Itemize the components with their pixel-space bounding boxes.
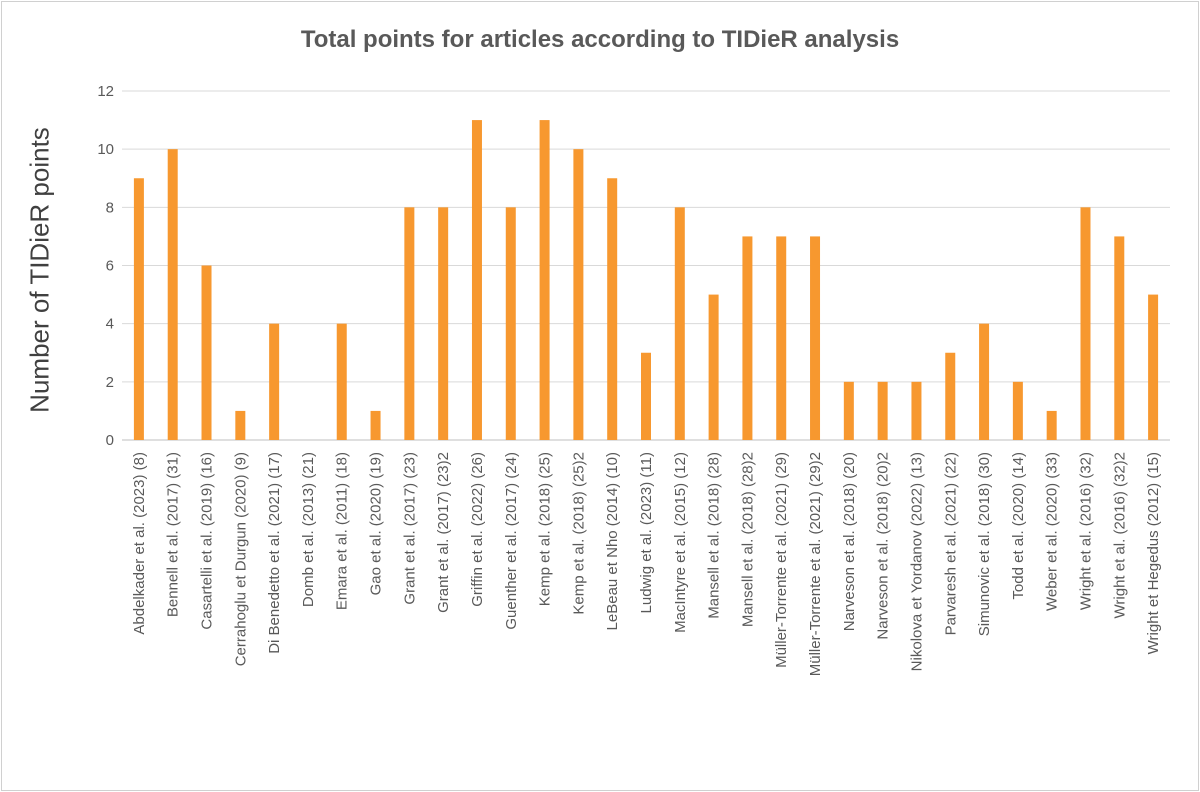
bar <box>1012 381 1023 440</box>
x-tick-label: Narveson et al. (2018) (20)2 <box>875 452 892 640</box>
bar <box>708 294 719 440</box>
bar <box>235 410 246 440</box>
bar <box>539 120 550 440</box>
x-tick-label: Emara et al. (2011) (18) <box>334 452 351 610</box>
bar <box>133 178 144 440</box>
x-tick-label: Guenther et al. (2017) (24) <box>503 452 520 630</box>
bar <box>201 265 212 440</box>
bar <box>336 323 347 440</box>
x-tick-label: Bennell et al. (2017) (31) <box>165 452 182 617</box>
y-tick-label: 8 <box>106 199 114 216</box>
bar <box>438 207 449 440</box>
bar <box>1080 207 1091 440</box>
bar <box>505 207 516 440</box>
bar <box>269 323 280 440</box>
y-tick-label: 2 <box>106 374 114 391</box>
bar <box>843 381 854 440</box>
x-tick-label: Müller-Torrente et al. (2021) (29) <box>773 452 790 668</box>
x-tick-label: Simunovic et al. (2018) (30) <box>976 452 993 636</box>
x-tick-label: Wright et al. (2016) (32) <box>1077 452 1094 610</box>
x-tick-label: Wright et Hegedus (2012) (15) <box>1145 452 1162 654</box>
x-tick-label: Wright et al. (2016) (32)2 <box>1111 452 1128 618</box>
bar <box>1148 294 1159 440</box>
bar <box>573 149 584 440</box>
x-tick-label: Mansell et al. (2018) (28) <box>706 452 723 619</box>
x-tick-label: MacIntyre et al. (2015) (12) <box>672 452 689 633</box>
bar <box>1046 410 1057 440</box>
x-tick-label: Cerrahoglu et Durgun (2020) (9) <box>232 452 249 666</box>
bar <box>945 352 956 440</box>
x-tick-label: Parvaresh et al. (2021) (22) <box>942 452 959 635</box>
y-tick-label: 6 <box>106 258 114 275</box>
x-tick-label: LeBeau et Nho (2014) (10) <box>604 452 621 630</box>
x-tick-label: Grant et al. (2017) (23) <box>401 452 418 605</box>
bar <box>877 381 888 440</box>
x-tick-label: Domb et al. (2013) (21) <box>300 452 317 607</box>
bar <box>404 207 415 440</box>
bar <box>742 236 753 440</box>
bar <box>674 207 685 440</box>
y-tick-label: 0 <box>106 432 114 449</box>
y-tick-label: 12 <box>97 83 114 100</box>
x-tick-label: Di Benedetto et al. (2021) (17) <box>266 452 283 654</box>
y-tick-label: 10 <box>97 141 114 158</box>
x-tick-label: Casartelli et al. (2019) (16) <box>199 452 216 630</box>
x-tick-label: Weber et al. (2020) (33) <box>1044 452 1061 611</box>
x-tick-label: Abdelkader et al. (2023) (8) <box>131 452 148 635</box>
bar <box>810 236 821 440</box>
x-tick-label: Kemp et al. (2018) (25)2 <box>570 452 587 615</box>
bar <box>167 149 178 440</box>
bar <box>607 178 618 440</box>
x-tick-label: Narveson et al. (2018) (20) <box>841 452 858 631</box>
bar <box>776 236 787 440</box>
bar <box>471 120 482 440</box>
x-tick-label: Nikolova et Yordanov (2022) (13) <box>908 452 925 671</box>
bar <box>641 352 651 440</box>
x-tick-label: Ludwig et al. (2023) (11) <box>638 452 655 613</box>
x-tick-label: Gao et al. (2020) (19) <box>368 452 385 595</box>
bar <box>1114 236 1125 440</box>
bar <box>370 410 381 440</box>
x-tick-label: Grant et al. (2017) (23)2 <box>435 452 452 613</box>
x-tick-label: Griffin et al. (2022) (26) <box>469 452 486 607</box>
x-tick-label: Todd et al. (2020) (14) <box>1010 452 1027 600</box>
y-tick-label: 4 <box>106 316 114 333</box>
bar <box>979 323 990 440</box>
x-tick-label: Müller-Torrente et al. (2021) (29)2 <box>807 452 824 676</box>
bar <box>911 381 922 440</box>
x-tick-label: Kemp et al. (2018) (25) <box>537 452 554 606</box>
chart-title: Total points for articles according to T… <box>300 26 900 53</box>
x-tick-label: Mansell et al. (2018) (28)2 <box>739 452 756 627</box>
